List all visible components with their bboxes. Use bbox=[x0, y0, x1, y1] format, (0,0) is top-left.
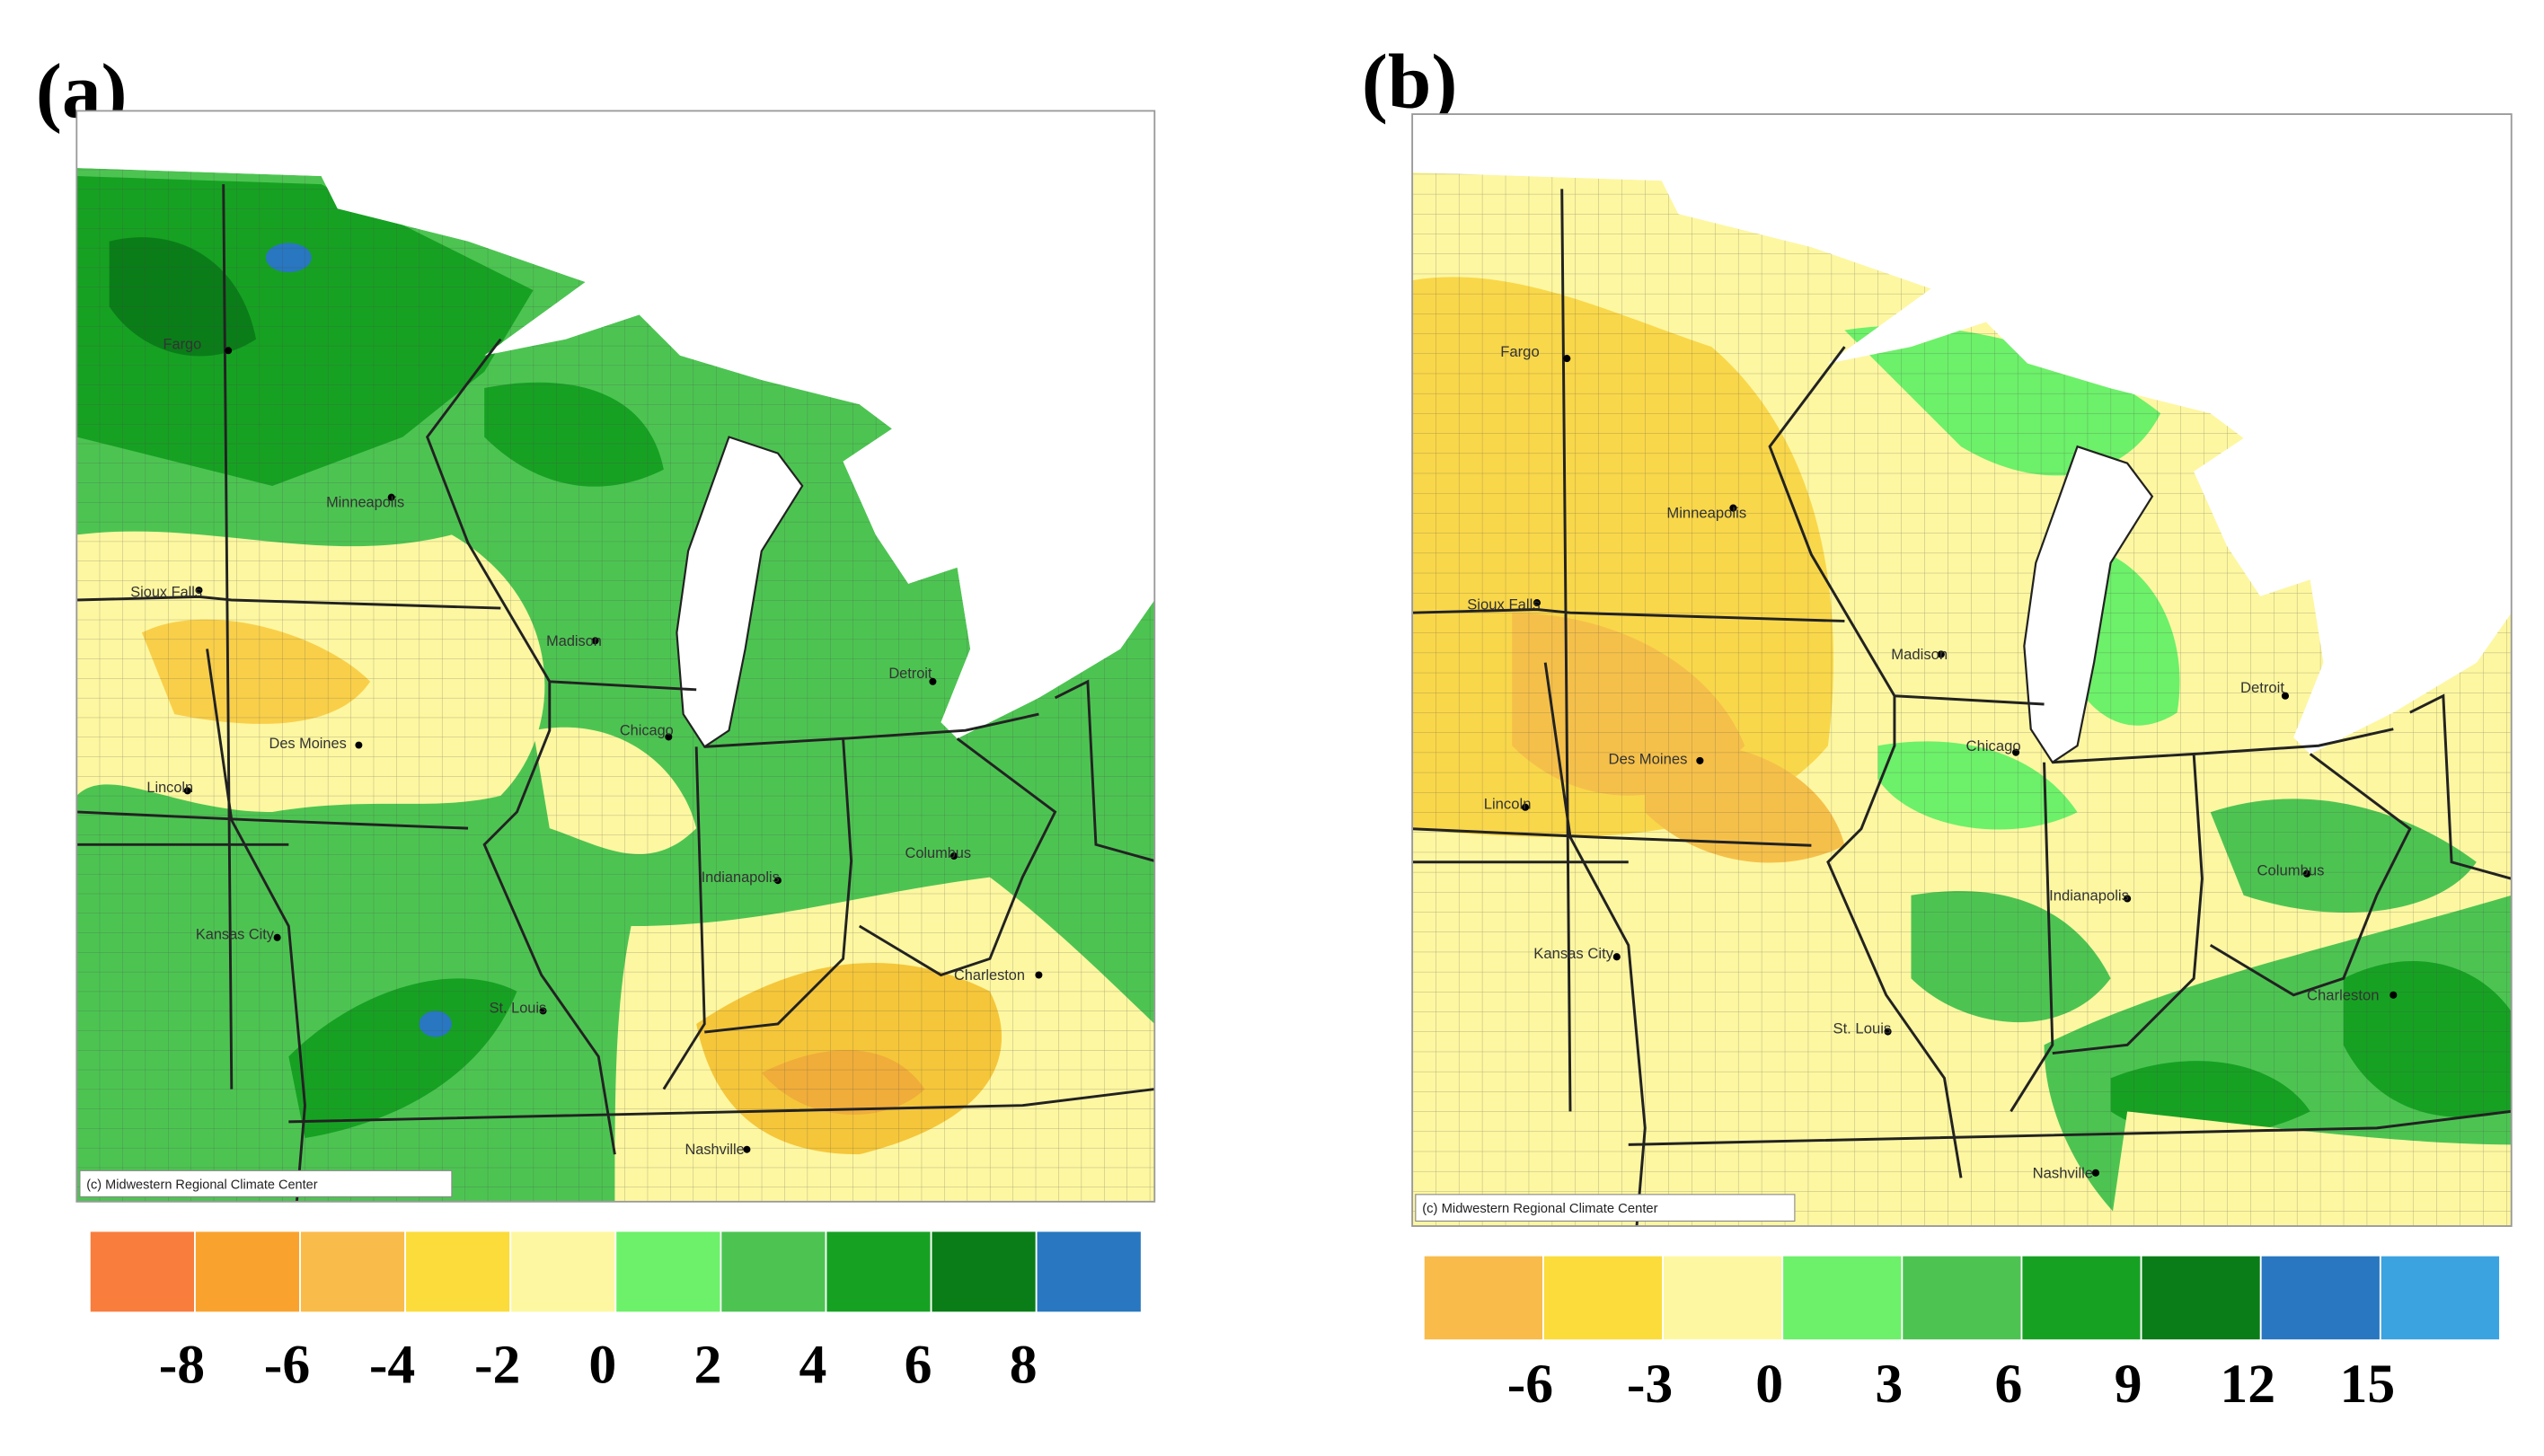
city-dot bbox=[2389, 991, 2398, 999]
city-dot bbox=[387, 493, 395, 501]
credit: (c) Midwestern Regional Climate Center bbox=[86, 1178, 318, 1192]
city-label: Nashville bbox=[685, 1142, 744, 1158]
city-label: St. Louis bbox=[1833, 1019, 1891, 1037]
legend-tick-label: 6 bbox=[905, 1334, 932, 1395]
map-panel: Fargo Minneapolis Sioux Falls Des Moines Lin… bbox=[76, 110, 1154, 1201]
city-label: Fargo bbox=[163, 336, 202, 352]
legend-swatch bbox=[1662, 1254, 1784, 1342]
city-label: Madison bbox=[546, 633, 602, 649]
legend-swatch bbox=[614, 1230, 722, 1314]
city-label: Columbus bbox=[2257, 862, 2325, 879]
legend-tick-label: -6 bbox=[1507, 1354, 1553, 1415]
city-dot bbox=[195, 587, 203, 595]
city-dot bbox=[1612, 953, 1621, 961]
city-dot bbox=[273, 933, 281, 941]
legend-swatch bbox=[2379, 1254, 2501, 1342]
city-dot bbox=[2302, 869, 2311, 878]
legend-tick-label: -4 bbox=[369, 1334, 415, 1395]
legend-tick-label: 15 bbox=[2339, 1354, 2395, 1415]
city-label: Minneapolis bbox=[1666, 505, 1746, 522]
legend-tick-label: 6 bbox=[1995, 1354, 2023, 1415]
city-dot bbox=[183, 787, 191, 795]
legend-swatch bbox=[1035, 1230, 1143, 1314]
legend-tick-label: -2 bbox=[474, 1334, 520, 1395]
panel-label: (b) bbox=[1362, 38, 1457, 125]
city-label: Chicago bbox=[620, 723, 674, 739]
legend-swatch bbox=[509, 1230, 617, 1314]
city-dot bbox=[225, 347, 233, 355]
city-dot bbox=[1563, 355, 1571, 363]
city-label: Nashville bbox=[2033, 1164, 2094, 1181]
city-dot bbox=[1937, 650, 1945, 658]
legend-swatch bbox=[2140, 1254, 2262, 1342]
city-label: Sioux Falls bbox=[130, 584, 202, 600]
legend-swatch bbox=[720, 1230, 827, 1314]
credit: (c) Midwestern Regional Climate Center bbox=[1422, 1202, 1657, 1216]
city-label: Minneapolis bbox=[326, 495, 404, 511]
city-label: Detroit bbox=[888, 666, 932, 682]
city-dot bbox=[2012, 748, 2020, 756]
city-label: Charleston bbox=[954, 967, 1025, 984]
city-label: Kansas City bbox=[1533, 945, 1613, 962]
city-dot bbox=[665, 733, 673, 741]
legend-tick-label: -3 bbox=[1627, 1354, 1673, 1415]
legend-swatch bbox=[2020, 1254, 2142, 1342]
legend-swatch bbox=[930, 1230, 1038, 1314]
legend-tick-label: 0 bbox=[1755, 1354, 1783, 1415]
legend-tick-label: 8 bbox=[1010, 1334, 1038, 1395]
legend-tick-label: -6 bbox=[264, 1334, 310, 1395]
city-label: Lincoln bbox=[1484, 796, 1532, 813]
city-dot bbox=[539, 1007, 547, 1015]
city-dot bbox=[1035, 971, 1043, 979]
city-dot bbox=[950, 852, 958, 860]
city-label: Madison bbox=[1891, 646, 1948, 663]
legend-tick-label: 2 bbox=[693, 1334, 721, 1395]
city-dot bbox=[1696, 756, 1704, 764]
city-dot bbox=[1884, 1028, 1892, 1036]
city-label: Columbus bbox=[905, 845, 972, 861]
city-label: Indianapolis bbox=[702, 869, 780, 886]
city-dot bbox=[2091, 1169, 2100, 1177]
city-label: St. Louis bbox=[490, 1000, 547, 1016]
city-label: Des Moines bbox=[1609, 751, 1688, 768]
city-label: Kansas City bbox=[196, 927, 275, 943]
city-label: Detroit bbox=[2240, 679, 2284, 696]
legend-tick-label: -8 bbox=[159, 1334, 205, 1395]
city-dot bbox=[1729, 504, 1737, 512]
city-dot bbox=[1533, 599, 1541, 607]
legend-swatch bbox=[194, 1230, 301, 1314]
legend-tick-label: 12 bbox=[2220, 1354, 2275, 1415]
city-dot bbox=[1521, 803, 1530, 811]
city-dot bbox=[591, 637, 599, 645]
city-dot bbox=[355, 741, 363, 749]
legend-swatch bbox=[1422, 1254, 1544, 1342]
legend-swatch bbox=[299, 1230, 407, 1314]
city-label: Lincoln bbox=[146, 780, 193, 796]
legend-swatch bbox=[1781, 1254, 1904, 1342]
legend-swatch bbox=[1542, 1254, 1664, 1342]
city-dot bbox=[743, 1145, 751, 1153]
city-label: Charleston bbox=[2307, 986, 2379, 1003]
city-label: Fargo bbox=[1500, 343, 1539, 360]
city-label: Sioux Falls bbox=[1467, 596, 1540, 613]
city-dot bbox=[2281, 692, 2290, 700]
city-label: Chicago bbox=[1966, 737, 2021, 754]
map-panel: Fargo Minneapolis Sioux Falls Des Moines Lin… bbox=[1412, 114, 2512, 1226]
city-label: Des Moines bbox=[269, 736, 347, 752]
city-label: Indianapolis bbox=[2049, 887, 2129, 904]
city-dot bbox=[2124, 895, 2132, 903]
legend-swatch bbox=[2259, 1254, 2381, 1342]
legend-tick-label: 4 bbox=[799, 1334, 827, 1395]
legend-swatch bbox=[1901, 1254, 2023, 1342]
legend-swatch bbox=[825, 1230, 932, 1314]
legend-swatch bbox=[88, 1230, 196, 1314]
legend-tick-label: 0 bbox=[588, 1334, 616, 1395]
city-dot bbox=[773, 877, 782, 885]
legend-tick-label: 3 bbox=[1875, 1354, 1903, 1415]
legend-tick-label: 9 bbox=[2115, 1354, 2142, 1415]
city-dot bbox=[929, 677, 937, 685]
legend-swatch bbox=[404, 1230, 512, 1314]
